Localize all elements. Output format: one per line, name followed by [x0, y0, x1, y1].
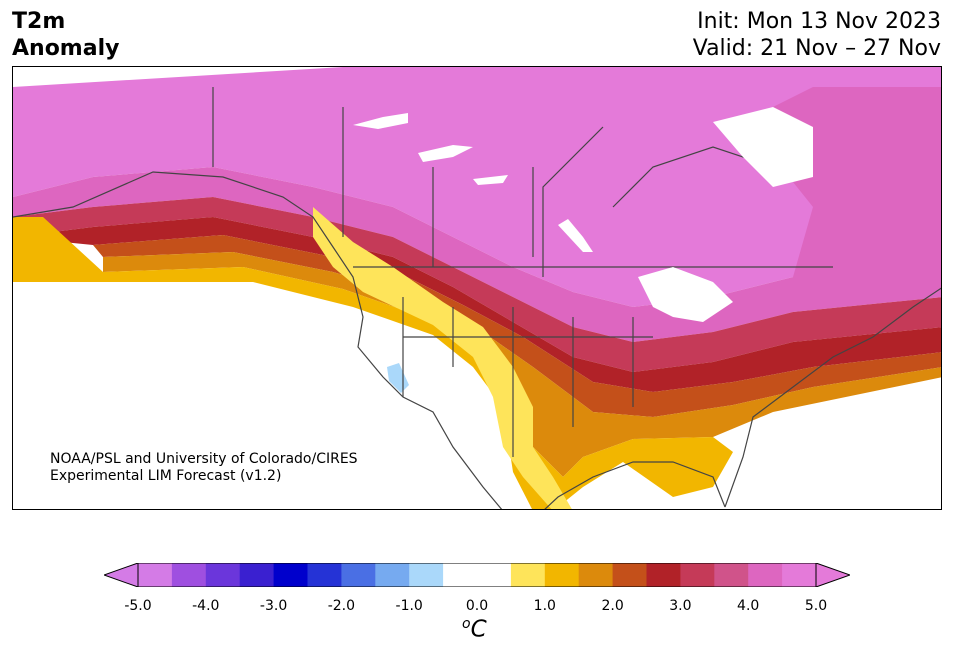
colorbar-tick-label: -5.0 [124, 598, 152, 614]
colorbar-max-extension [815, 563, 850, 587]
cool-anomaly-patch [387, 363, 409, 393]
colorbar-tick-label: -1.0 [395, 598, 423, 614]
colorbar-min-extension [104, 563, 139, 587]
band-magenta [13, 87, 941, 342]
colorbar-cell [612, 563, 647, 587]
colorbar-cell [409, 563, 444, 587]
map-title: T2m Anomaly [12, 8, 119, 62]
credit-text: NOAA/PSL and University of Colorado/CIRE… [50, 451, 358, 485]
band-orange [103, 252, 941, 477]
unit-degree-sup: o [462, 616, 471, 632]
colorbar-cell [273, 563, 308, 587]
band-rust [93, 235, 941, 417]
band-amber [13, 217, 733, 509]
colorbar-cell [680, 563, 715, 587]
anomaly-map: NOAA/PSL and University of Colorado/CIRE… [12, 66, 942, 510]
band-red [13, 217, 941, 392]
colorbar-cell [477, 563, 512, 587]
colorbar-tick-label: 4.0 [737, 598, 760, 614]
band-crimson [13, 197, 941, 372]
colorbar-tick-label: 3.0 [669, 598, 692, 614]
colorbar-cell [239, 563, 275, 587]
colorbar-cell [782, 563, 817, 587]
colorbar-unit: oC [462, 616, 487, 643]
colorbar-cell [307, 563, 342, 587]
colorbar-tick-label: 2.0 [601, 598, 624, 614]
colorbar-tick-label: -4.0 [192, 598, 220, 614]
colorbar-cell [646, 563, 681, 587]
band-pink [13, 67, 941, 307]
colorbar-cell [578, 563, 614, 587]
colorbar-cell [171, 563, 207, 587]
credit-line-1: NOAA/PSL and University of Colorado/CIRE… [50, 451, 358, 467]
colorbar-cell [375, 563, 410, 587]
init-date: Init: Mon 13 Nov 2023 [697, 9, 941, 34]
colorbar-cell [205, 563, 241, 587]
colorbar-cell [138, 563, 173, 587]
colorbar-tick-label: 1.0 [533, 598, 556, 614]
colorbar [104, 563, 850, 587]
colorbar-tick-label: 0.0 [465, 598, 489, 614]
band-yellow [313, 207, 572, 509]
colorbar-tick-label: -2.0 [327, 598, 356, 614]
title-line-1: T2m [12, 9, 66, 34]
unit-celsius: C [470, 616, 487, 643]
colorbar-cell [544, 563, 580, 587]
colorbar-tick-label: 5.0 [804, 598, 828, 614]
colorbar-cell [443, 563, 478, 587]
valid-range: Valid: 21 Nov – 27 Nov [692, 36, 941, 61]
colorbar-cell [510, 563, 546, 587]
credit-line-2: Experimental LIM Forecast (v1.2) [50, 468, 282, 484]
forecast-dates: Init: Mon 13 Nov 2023 Valid: 21 Nov – 27… [693, 8, 941, 62]
colorbar-cell [748, 563, 783, 587]
map-borders [13, 87, 941, 509]
title-line-2: Anomaly [12, 36, 120, 61]
colorbar-cell [714, 563, 749, 587]
colorbar-cell [341, 563, 376, 587]
lakes [353, 107, 813, 322]
anomaly-map-canvas [13, 67, 941, 509]
colorbar-tick-label: -3.0 [259, 598, 288, 614]
colorbar-outline [137, 563, 817, 587]
